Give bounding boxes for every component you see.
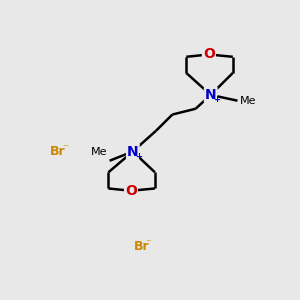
Text: N: N <box>127 145 139 158</box>
Text: Me: Me <box>91 147 107 157</box>
Text: N: N <box>205 88 217 102</box>
Text: Br: Br <box>134 240 150 253</box>
Text: Me: Me <box>240 96 257 106</box>
Text: +: + <box>135 152 142 161</box>
Text: Br: Br <box>50 145 66 158</box>
Text: ⁻: ⁻ <box>62 144 68 154</box>
Text: +: + <box>213 95 220 104</box>
Text: O: O <box>125 184 137 198</box>
Text: O: O <box>203 47 215 61</box>
Text: ⁻: ⁻ <box>146 238 152 248</box>
